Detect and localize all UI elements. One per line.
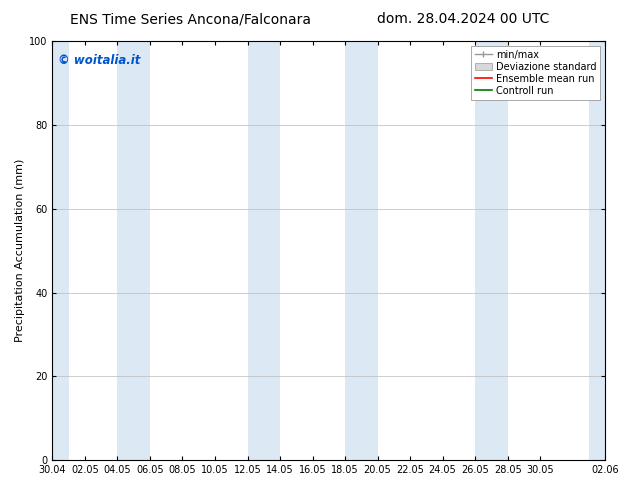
Bar [53,41,68,460]
Legend: min/max, Deviazione standard, Ensemble mean run, Controll run: min/max, Deviazione standard, Ensemble m… [470,46,600,99]
Bar [491,41,508,460]
Bar [264,41,280,460]
Text: © woitalia.it: © woitalia.it [58,53,140,67]
Bar [345,41,361,460]
Text: dom. 28.04.2024 00 UTC: dom. 28.04.2024 00 UTC [377,12,549,26]
Bar [361,41,378,460]
Bar [134,41,150,460]
Bar [475,41,491,460]
Bar [247,41,264,460]
Y-axis label: Precipitation Accumulation (mm): Precipitation Accumulation (mm) [15,159,25,343]
Bar [117,41,134,460]
Text: ENS Time Series Ancona/Falconara: ENS Time Series Ancona/Falconara [70,12,311,26]
Bar [589,41,605,460]
